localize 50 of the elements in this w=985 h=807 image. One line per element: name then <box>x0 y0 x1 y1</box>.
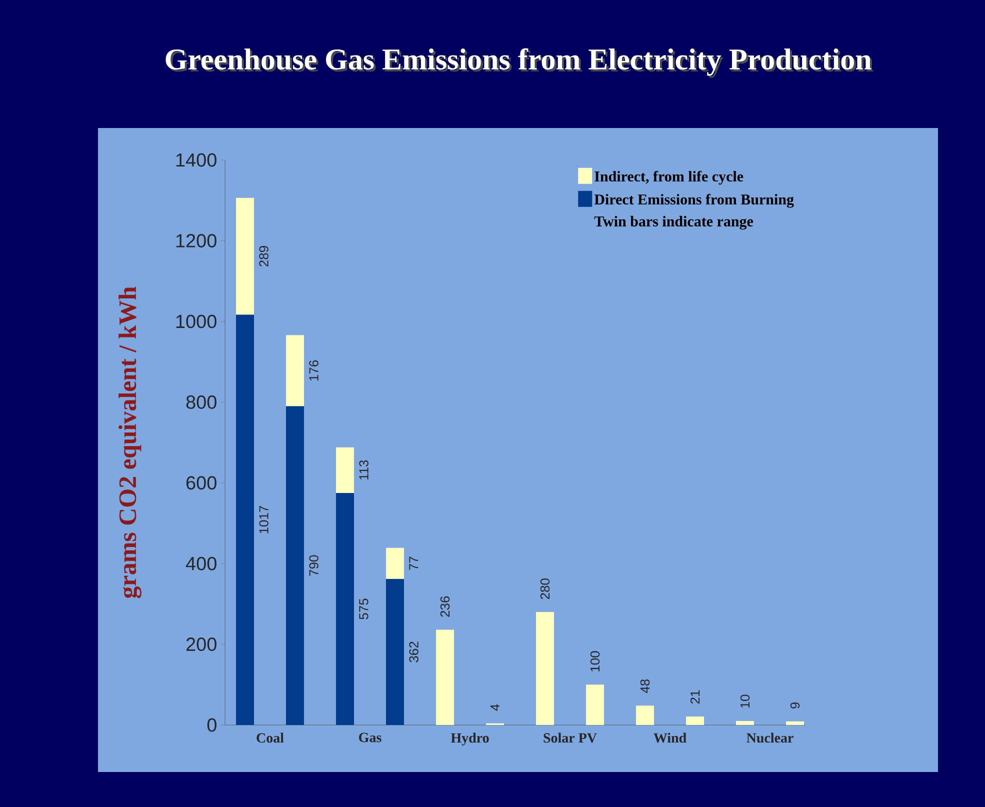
data-label: 176 <box>309 360 318 381</box>
chart-title: Greenhouse Gas Emissions from Electricity Production <box>168 50 874 78</box>
y-tick-label: 600 <box>186 476 216 490</box>
bar <box>286 406 304 725</box>
data-label: 362 <box>409 642 418 662</box>
x-tick-label: Coal <box>256 732 284 743</box>
data-label: 280 <box>540 578 550 600</box>
bar <box>636 706 654 725</box>
data-label: 289 <box>259 246 268 266</box>
legend-label: Direct Emissions from Burning <box>594 194 794 208</box>
bar <box>386 578 404 725</box>
data-label: 575 <box>359 598 368 620</box>
bar <box>686 716 704 725</box>
x-tick-label: Gas <box>359 732 382 742</box>
data-label: 21 <box>690 690 700 704</box>
bar <box>336 492 354 725</box>
y-tick-label: 200 <box>186 638 216 652</box>
x-tick-label: Nuclear <box>746 732 794 743</box>
bar <box>736 720 754 725</box>
y-tick-label: 1400 <box>176 153 216 167</box>
data-label: 113 <box>359 460 368 480</box>
y-tick-label: 0 <box>207 718 216 732</box>
bar <box>286 335 304 406</box>
data-label: 236 <box>440 596 450 617</box>
annotation: Twin bars indicate range <box>594 216 754 230</box>
bar <box>436 630 454 725</box>
bar <box>336 447 354 493</box>
y-axis-title: grams CO2 equivalent / kWh <box>118 286 142 598</box>
data-label: 10 <box>740 694 750 708</box>
data-label: 1017 <box>259 506 268 534</box>
data-label: 100 <box>590 651 600 672</box>
data-label: 790 <box>309 555 318 576</box>
bar <box>586 684 604 725</box>
bar <box>236 198 254 315</box>
x-tick-label: Solar PV <box>544 732 597 743</box>
y-tick-label: 800 <box>186 395 216 409</box>
bar <box>386 548 404 579</box>
bar <box>536 612 554 725</box>
bar <box>236 314 254 725</box>
x-tick-label: Wind <box>654 732 686 743</box>
data-label: 77 <box>409 556 418 570</box>
legend-label: Indirect, from life cycle <box>594 170 744 185</box>
y-tick-label: 1000 <box>176 314 216 328</box>
data-label: 9 <box>790 702 800 708</box>
data-label: 48 <box>640 679 650 694</box>
y-tick-label: 1200 <box>176 234 216 248</box>
bar <box>786 721 804 725</box>
data-label: 4 <box>490 704 500 711</box>
y-tick-label: 400 <box>186 556 216 570</box>
x-tick-label: Hydro <box>450 732 489 746</box>
